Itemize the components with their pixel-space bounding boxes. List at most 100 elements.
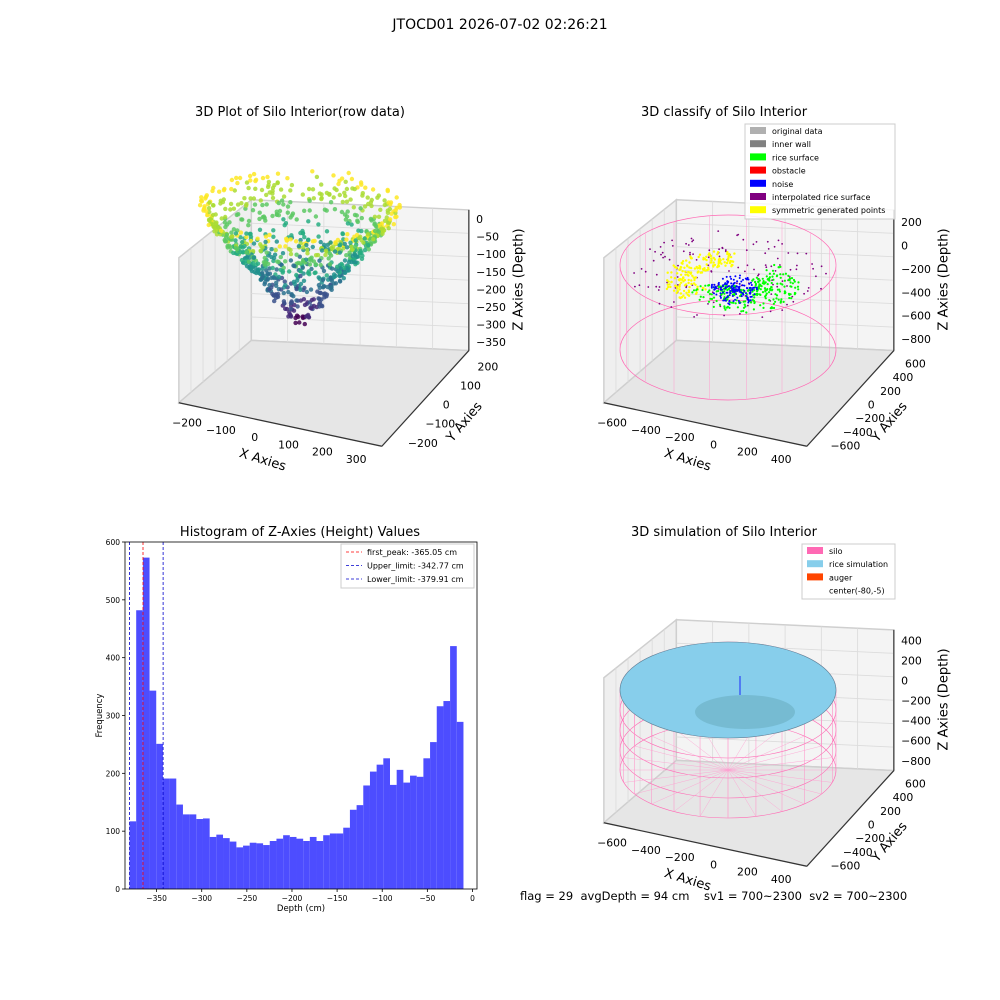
histogram-bar xyxy=(216,834,224,889)
data-point xyxy=(386,200,391,205)
data-point xyxy=(761,316,764,318)
data-point xyxy=(726,285,729,288)
data-point xyxy=(719,286,722,289)
data-point xyxy=(300,265,305,270)
panel-classify-3d: 3D classify of Silo Interior−600−400−200… xyxy=(597,105,951,475)
data-point xyxy=(647,286,650,288)
data-point xyxy=(207,200,212,205)
data-point xyxy=(242,196,247,201)
data-point xyxy=(670,276,673,279)
y-tick-label: −600 xyxy=(830,440,860,453)
data-point xyxy=(680,266,683,269)
point-cloud xyxy=(197,169,402,327)
y-tick-label: 600 xyxy=(905,778,926,791)
data-point xyxy=(709,297,712,300)
histogram-bar xyxy=(229,841,237,889)
data-point xyxy=(229,234,234,239)
data-point xyxy=(670,280,673,284)
data-point xyxy=(736,280,739,283)
y-axis-line xyxy=(806,770,895,867)
data-point xyxy=(267,190,272,195)
data-point xyxy=(285,210,290,215)
data-point xyxy=(751,279,754,282)
z-tick-label: −350 xyxy=(476,336,506,349)
data-point xyxy=(774,270,777,272)
data-point xyxy=(772,283,774,286)
silo-floor-line xyxy=(727,769,822,795)
x-tick-label: 0 xyxy=(710,858,717,871)
data-point xyxy=(778,288,781,291)
data-point xyxy=(366,201,371,207)
data-point xyxy=(736,306,740,309)
silo-floor-line xyxy=(727,769,783,812)
data-point xyxy=(759,283,762,286)
data-point xyxy=(753,268,755,271)
silo-floor-line xyxy=(727,769,757,817)
data-point xyxy=(270,265,275,271)
data-point xyxy=(251,171,257,177)
x-tick-label: −400 xyxy=(631,844,661,857)
data-point xyxy=(267,287,272,292)
data-point xyxy=(339,209,345,215)
data-point xyxy=(776,282,779,285)
data-point xyxy=(248,196,253,201)
y-tick-label: 400 xyxy=(893,371,914,384)
data-point xyxy=(747,298,750,301)
legend-label: silo xyxy=(829,547,843,556)
data-point xyxy=(717,230,720,233)
histogram-bar xyxy=(249,842,257,889)
data-point xyxy=(270,195,276,201)
data-point xyxy=(672,264,675,267)
data-point xyxy=(655,285,658,288)
data-point xyxy=(811,263,813,265)
data-point xyxy=(796,252,799,255)
histogram-bar xyxy=(436,706,444,889)
data-point xyxy=(262,282,267,287)
data-point xyxy=(282,223,287,228)
legend-swatch xyxy=(807,560,823,568)
data-point xyxy=(754,284,757,287)
data-point xyxy=(708,284,711,287)
data-point xyxy=(282,279,287,284)
data-point xyxy=(715,299,718,303)
data-point xyxy=(672,289,676,292)
data-point xyxy=(310,169,315,174)
data-point xyxy=(210,188,215,194)
data-point xyxy=(244,250,249,255)
x-tick-label: −50 xyxy=(419,894,435,903)
histogram-bar xyxy=(129,821,137,889)
data-point xyxy=(736,282,738,285)
data-point xyxy=(745,249,748,252)
data-point xyxy=(307,208,312,213)
data-point xyxy=(274,280,279,285)
data-point xyxy=(235,180,240,186)
data-point xyxy=(288,237,293,242)
x-tick-label: −100 xyxy=(206,424,236,437)
data-point xyxy=(283,306,288,311)
data-point xyxy=(281,202,286,207)
data-point xyxy=(326,256,331,261)
data-point xyxy=(266,261,271,267)
chart-title: 3D classify of Silo Interior xyxy=(641,105,808,120)
data-point xyxy=(667,280,670,283)
data-point xyxy=(688,261,691,264)
data-point xyxy=(316,234,321,239)
data-point xyxy=(260,202,265,208)
data-point xyxy=(731,260,735,263)
data-point xyxy=(679,278,683,281)
data-point xyxy=(757,278,760,281)
data-point xyxy=(662,256,664,259)
data-point xyxy=(304,289,310,295)
silo-floor-line xyxy=(699,769,729,817)
silo-floor-line xyxy=(673,728,729,771)
histogram-bar xyxy=(443,701,451,889)
data-point xyxy=(707,303,709,305)
data-point xyxy=(693,316,695,318)
data-point xyxy=(772,306,776,310)
data-point xyxy=(753,289,756,292)
data-point xyxy=(766,283,769,286)
z-tick-label: −600 xyxy=(901,735,931,748)
data-point xyxy=(737,266,740,269)
legend-label: Lower_limit: -379.91 cm xyxy=(367,575,464,584)
y-tick-label: −400 xyxy=(843,426,873,439)
